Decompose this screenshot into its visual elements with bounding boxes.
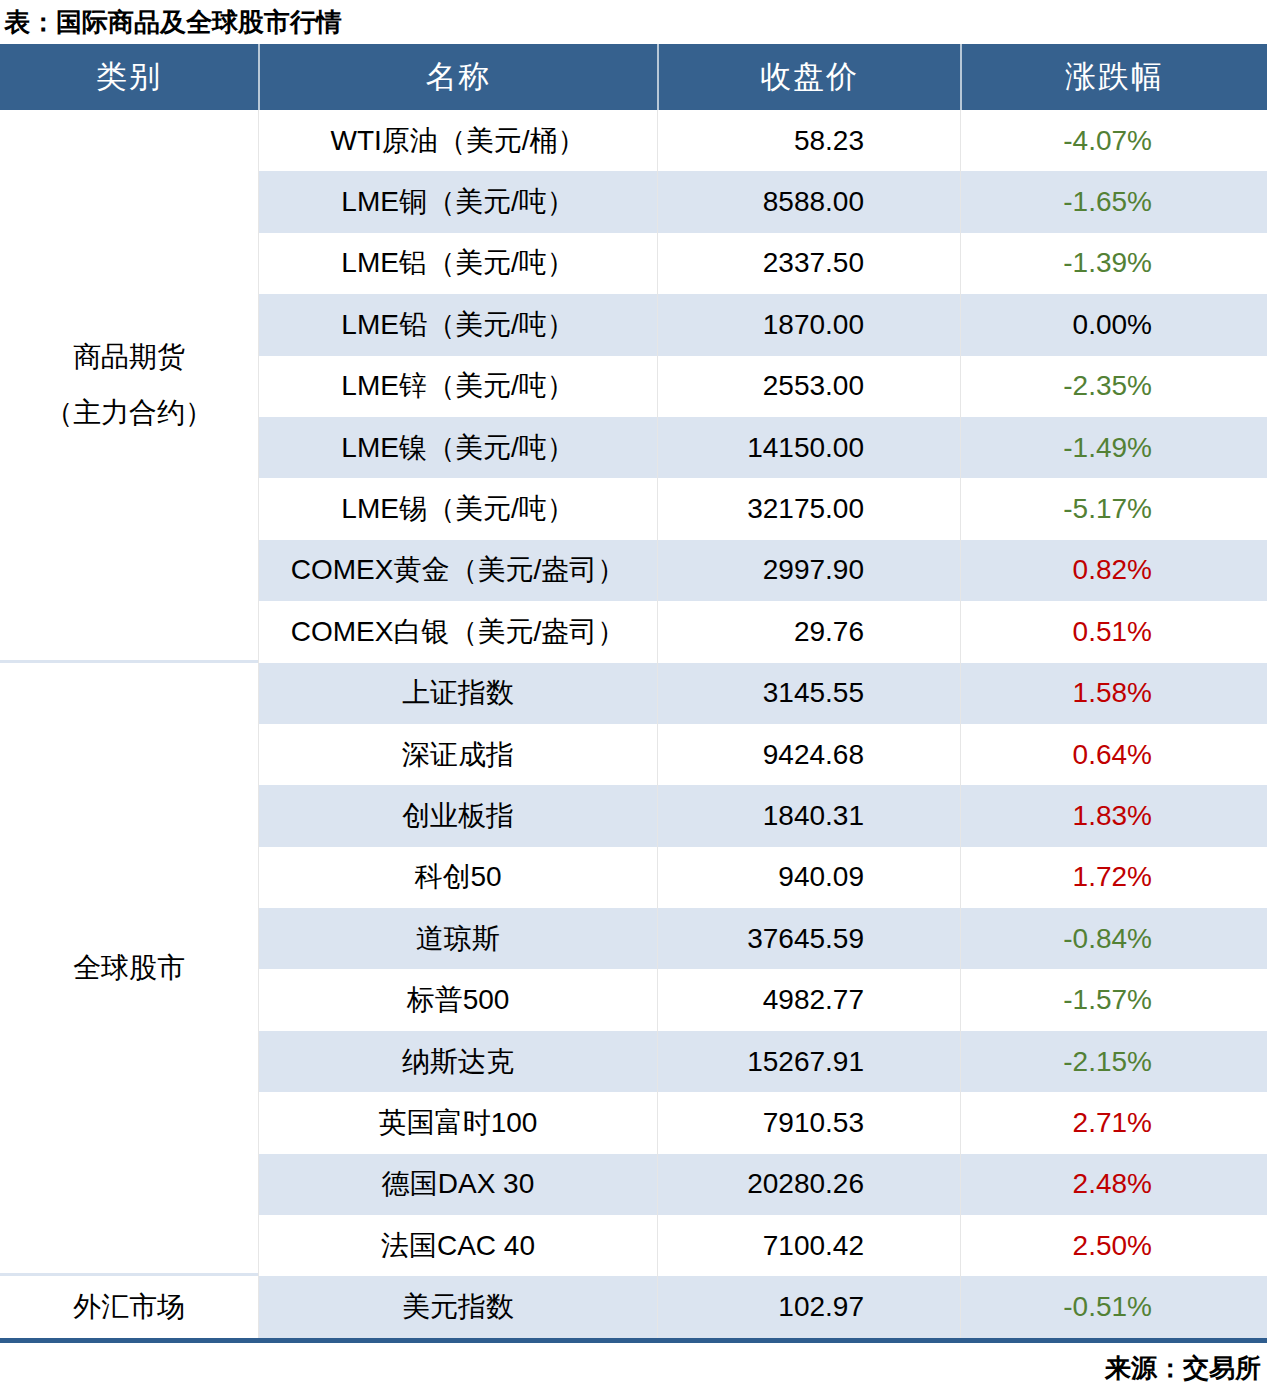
change-percent-cell: -4.07% (960, 110, 1267, 171)
page-title: 表：国际商品及全球股市行情 (0, 0, 1267, 44)
close-price-cell: 102.97 (657, 1276, 960, 1337)
close-price-cell: 4982.77 (657, 969, 960, 1030)
close-price-cell: 37645.59 (657, 908, 960, 969)
source-note: 来源：交易所 (0, 1343, 1267, 1382)
change-percent-cell: -0.51% (960, 1276, 1267, 1337)
change-percent-cell: 2.50% (960, 1215, 1267, 1276)
category-label-line: 全球股市 (73, 940, 185, 996)
instrument-name-cell: 美元指数 (258, 1276, 657, 1337)
category-cell: 全球股市 (0, 663, 258, 1277)
instrument-name-cell: COMEX白银（美元/盎司） (258, 601, 657, 662)
instrument-name-cell: LME锡（美元/吨） (258, 478, 657, 539)
instrument-name-cell: WTI原油（美元/桶） (258, 110, 657, 171)
close-price-cell: 2553.00 (657, 356, 960, 417)
instrument-name-cell: COMEX黄金（美元/盎司） (258, 540, 657, 601)
change-percent-cell: 0.51% (960, 601, 1267, 662)
close-price-cell: 15267.91 (657, 1031, 960, 1092)
change-percent-cell: -1.65% (960, 171, 1267, 232)
close-price-cell: 20280.26 (657, 1154, 960, 1215)
change-percent-cell: 2.71% (960, 1092, 1267, 1153)
change-percent-cell: -2.15% (960, 1031, 1267, 1092)
instrument-name-cell: 纳斯达克 (258, 1031, 657, 1092)
close-price-cell: 9424.68 (657, 724, 960, 785)
close-price-cell: 1870.00 (657, 294, 960, 355)
header-change-percent: 涨跌幅 (960, 44, 1267, 110)
category-cell: 外汇市场 (0, 1276, 258, 1337)
instrument-name-cell: LME锌（美元/吨） (258, 356, 657, 417)
change-percent-cell: -1.57% (960, 969, 1267, 1030)
close-price-cell: 2997.90 (657, 540, 960, 601)
instrument-name-cell: 英国富时100 (258, 1092, 657, 1153)
header-close-price: 收盘价 (657, 44, 960, 110)
category-cell: 商品期货（主力合约） (0, 110, 258, 663)
close-price-cell: 8588.00 (657, 171, 960, 232)
close-price-cell: 2337.50 (657, 233, 960, 294)
instrument-name-cell: 道琼斯 (258, 908, 657, 969)
instrument-name-cell: LME铝（美元/吨） (258, 233, 657, 294)
instrument-name-cell: LME镍（美元/吨） (258, 417, 657, 478)
close-price-cell: 3145.55 (657, 663, 960, 724)
instrument-name-cell: LME铜（美元/吨） (258, 171, 657, 232)
category-label-line: 商品期货 (73, 329, 185, 385)
close-price-cell: 58.23 (657, 110, 960, 171)
instrument-name-cell: 标普500 (258, 969, 657, 1030)
header-category: 类别 (0, 44, 258, 110)
instrument-name-cell: 法国CAC 40 (258, 1215, 657, 1276)
instrument-name-cell: 创业板指 (258, 785, 657, 846)
category-label-line: 外汇市场 (73, 1279, 185, 1335)
instrument-name-cell: 德国DAX 30 (258, 1154, 657, 1215)
change-percent-cell: -2.35% (960, 356, 1267, 417)
change-percent-cell: 0.00% (960, 294, 1267, 355)
market-table: 类别 名称 收盘价 涨跌幅 商品期货（主力合约） 全球股市外汇市场 WTI原油（美元… (0, 44, 1267, 1343)
change-percent-cell: -1.49% (960, 417, 1267, 478)
change-percent-cell: -5.17% (960, 478, 1267, 539)
close-price-cell: 1840.31 (657, 785, 960, 846)
change-percent-cell: 0.64% (960, 724, 1267, 785)
close-price-cell: 32175.00 (657, 478, 960, 539)
page: 表：国际商品及全球股市行情 类别 名称 收盘价 涨跌幅 商品期货（主力合约） 全球… (0, 0, 1267, 1382)
change-percent-cell: -1.39% (960, 233, 1267, 294)
change-percent-cell: 2.48% (960, 1154, 1267, 1215)
instrument-name-cell: LME铅（美元/吨） (258, 294, 657, 355)
category-label-line: （主力合约） (45, 385, 213, 441)
header-name: 名称 (258, 44, 657, 110)
close-price-cell: 29.76 (657, 601, 960, 662)
change-percent-cell: 1.83% (960, 785, 1267, 846)
instrument-name-cell: 上证指数 (258, 663, 657, 724)
close-price-cell: 14150.00 (657, 417, 960, 478)
change-percent-cell: -0.84% (960, 908, 1267, 969)
change-percent-cell: 1.72% (960, 847, 1267, 908)
instrument-name-cell: 科创50 (258, 847, 657, 908)
close-price-cell: 940.09 (657, 847, 960, 908)
change-percent-cell: 0.82% (960, 540, 1267, 601)
instrument-name-cell: 深证成指 (258, 724, 657, 785)
close-price-cell: 7910.53 (657, 1092, 960, 1153)
change-percent-cell: 1.58% (960, 663, 1267, 724)
close-price-cell: 7100.42 (657, 1215, 960, 1276)
